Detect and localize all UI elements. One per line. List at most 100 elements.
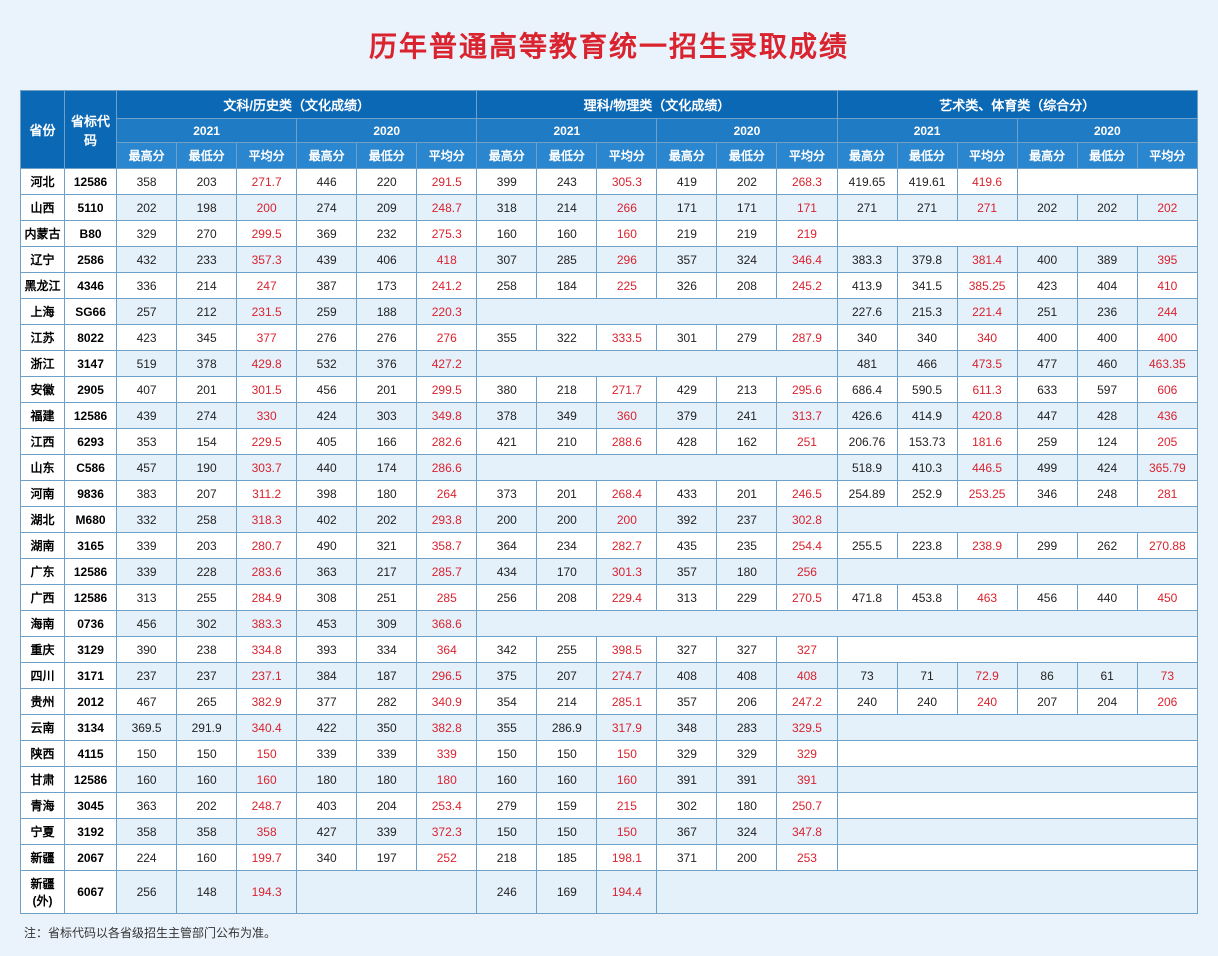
cell-score: 364 <box>477 533 537 559</box>
cell-avg: 229.5 <box>237 429 297 455</box>
cell-avg: 333.5 <box>597 325 657 351</box>
cell-avg: 271 <box>957 195 1017 221</box>
cell-score: 202 <box>1017 195 1077 221</box>
cell-score: 339 <box>357 741 417 767</box>
cell-blank <box>837 845 1198 871</box>
cell-blank <box>1017 169 1197 195</box>
cell-code: 5110 <box>65 195 117 221</box>
cell-code: 3147 <box>65 351 117 377</box>
cell-score: 169 <box>537 871 597 914</box>
cell-avg: 181.6 <box>957 429 1017 455</box>
cell-avg: 291.5 <box>417 169 477 195</box>
cell-score: 201 <box>717 481 777 507</box>
cell-score: 427 <box>297 819 357 845</box>
cell-avg: 311.2 <box>237 481 297 507</box>
cell-score: 170 <box>537 559 597 585</box>
cell-avg: 285.7 <box>417 559 477 585</box>
cell-score: 349 <box>537 403 597 429</box>
cell-score: 332 <box>117 507 177 533</box>
cell-score: 234 <box>537 533 597 559</box>
cell-avg: 200 <box>597 507 657 533</box>
cell-code: 2905 <box>65 377 117 403</box>
cell-score: 197 <box>357 845 417 871</box>
cell-blank <box>837 637 1198 663</box>
cell-avg: 419.6 <box>957 169 1017 195</box>
cell-avg: 284.9 <box>237 585 297 611</box>
cell-code: 12586 <box>65 169 117 195</box>
cell-score: 357 <box>657 247 717 273</box>
cell-avg: 268.3 <box>777 169 837 195</box>
cell-avg: 385.25 <box>957 273 1017 299</box>
sci-2021: 2021 <box>477 119 657 143</box>
cell-score: 166 <box>357 429 417 455</box>
cell-score: 369.5 <box>117 715 177 741</box>
cell-score: 428 <box>657 429 717 455</box>
cell-score: 379.8 <box>897 247 957 273</box>
cell-blank <box>837 819 1198 845</box>
col-province: 省份 <box>21 91 65 169</box>
cell-score: 392 <box>657 507 717 533</box>
cell-score: 61 <box>1077 663 1137 689</box>
cell-score: 456 <box>297 377 357 403</box>
cell-avg: 206 <box>1137 689 1197 715</box>
cell-avg: 73 <box>1137 663 1197 689</box>
cell-score: 160 <box>537 221 597 247</box>
cell-score: 434 <box>477 559 537 585</box>
cell-score: 363 <box>297 559 357 585</box>
cell-score: 358 <box>117 169 177 195</box>
cell-score: 633 <box>1017 377 1077 403</box>
cell-province: 重庆 <box>21 637 65 663</box>
cell-score: 413.9 <box>837 273 897 299</box>
cell-score: 302 <box>177 611 237 637</box>
cell-blank <box>837 715 1198 741</box>
cell-score: 201 <box>537 481 597 507</box>
cell-score: 357 <box>657 689 717 715</box>
cell-code: C586 <box>65 455 117 481</box>
cell-code: 6293 <box>65 429 117 455</box>
cell-avg: 286.6 <box>417 455 477 481</box>
cell-score: 200 <box>537 507 597 533</box>
cell-score: 378 <box>177 351 237 377</box>
cell-score: 446 <box>297 169 357 195</box>
cell-avg: 301.3 <box>597 559 657 585</box>
cell-avg: 231.5 <box>237 299 297 325</box>
cell-avg: 219 <box>777 221 837 247</box>
cell-score: 327 <box>657 637 717 663</box>
cell-avg: 329.5 <box>777 715 837 741</box>
cell-province: 新疆(外) <box>21 871 65 914</box>
cell-score: 321 <box>357 533 417 559</box>
cell-score: 354 <box>477 689 537 715</box>
cell-score: 299 <box>1017 533 1077 559</box>
cell-score: 373 <box>477 481 537 507</box>
cell-avg: 160 <box>597 221 657 247</box>
cell-province: 陕西 <box>21 741 65 767</box>
cell-score: 255.5 <box>837 533 897 559</box>
cell-score: 238 <box>177 637 237 663</box>
cell-score: 353 <box>117 429 177 455</box>
cell-score: 327 <box>717 637 777 663</box>
cell-score: 252.9 <box>897 481 957 507</box>
cell-avg: 450 <box>1137 585 1197 611</box>
cell-province: 广东 <box>21 559 65 585</box>
cell-score: 203 <box>177 533 237 559</box>
cell-score: 214 <box>537 689 597 715</box>
cell-avg: 160 <box>237 767 297 793</box>
cell-score: 200 <box>717 845 777 871</box>
cell-score: 217 <box>357 559 417 585</box>
cell-score: 318 <box>477 195 537 221</box>
cell-score: 466 <box>897 351 957 377</box>
cell-code: 12586 <box>65 403 117 429</box>
cell-score: 460 <box>1077 351 1137 377</box>
cell-score: 456 <box>117 611 177 637</box>
cell-avg: 611.3 <box>957 377 1017 403</box>
cell-score: 499 <box>1017 455 1077 481</box>
cell-code: 2067 <box>65 845 117 871</box>
cell-score: 219 <box>657 221 717 247</box>
cell-blank <box>837 767 1198 793</box>
cell-score: 439 <box>117 403 177 429</box>
cell-avg: 606 <box>1137 377 1197 403</box>
cell-avg: 463 <box>957 585 1017 611</box>
cell-avg: 398.5 <box>597 637 657 663</box>
cell-avg: 473.5 <box>957 351 1017 377</box>
cell-score: 340 <box>297 845 357 871</box>
